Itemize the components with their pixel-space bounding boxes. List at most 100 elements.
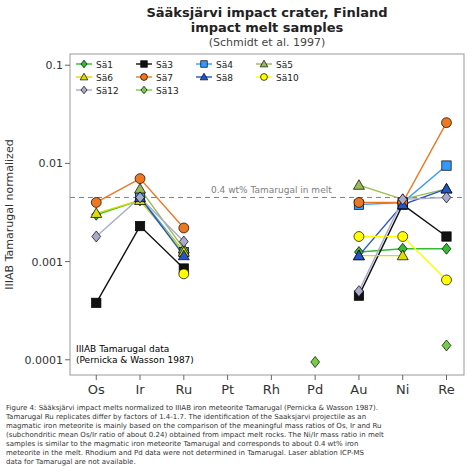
x-tick (227, 375, 228, 380)
data-point (442, 118, 452, 128)
data-point (179, 269, 189, 279)
legend-label: Sä7 (156, 73, 173, 83)
caption-line: meteorite in the melt. Rhodium and Pd da… (6, 449, 365, 457)
caption-line: (subchondritic mean Os/Ir ratio of about… (6, 431, 384, 439)
legend-label: Sä13 (156, 86, 179, 96)
x-tick-label: Au (350, 382, 367, 397)
subtitle: (Schmidt et al. 1997) (209, 36, 326, 49)
data-point (135, 221, 144, 230)
x-tick (183, 375, 184, 380)
x-tick-label: Re (438, 382, 454, 397)
legend-label: Sä8 (216, 73, 233, 83)
data-point (91, 198, 101, 208)
legend-marker (141, 86, 147, 94)
legend-label: Sä3 (156, 60, 173, 70)
data-point (353, 180, 364, 190)
data-point (442, 275, 452, 285)
plot-frame (70, 54, 464, 375)
data-point (355, 286, 364, 297)
y-axis-label: IIIAB Tamarugal normalized (3, 139, 16, 289)
title: Sääksjärvi impact crater, Finlandimpact … (146, 5, 387, 35)
caption-line: Tamarugal Ru replicates differ by factor… (5, 413, 366, 421)
legend-label: Sä10 (276, 73, 299, 83)
data-point (179, 223, 189, 233)
legend-marker (80, 73, 88, 80)
x-tick-label: Rh (263, 382, 280, 397)
caption-line: Figure 4: Sääksjärvi impact melts normal… (6, 404, 378, 412)
data-point (398, 194, 407, 205)
data-point (397, 250, 408, 260)
plot-area (70, 118, 464, 368)
x-tick-label: Os (88, 382, 105, 397)
y-tick-label: 0.0001 (25, 354, 64, 367)
series-line (359, 237, 447, 280)
x-tick (315, 375, 316, 380)
legend-marker (81, 86, 87, 94)
caption-line: data for Tamarugal are not available. (6, 458, 136, 466)
x-tick-label: Pt (221, 382, 234, 397)
x-tick (446, 375, 447, 380)
legend-marker (260, 60, 268, 67)
legend-marker (261, 74, 268, 81)
data-point (179, 236, 188, 247)
data-point (354, 232, 364, 242)
y-tick (65, 359, 70, 360)
series-line (96, 200, 402, 255)
series-line (96, 197, 446, 291)
data-point (398, 232, 408, 242)
legend-label: Sä12 (96, 86, 119, 96)
y-tick-label: 0.1 (46, 59, 64, 72)
caption-line: samples is similar to the magmatic iron … (6, 440, 358, 448)
legend: Sä1Sä3Sä4Sä5Sä6Sä7Sä8Sä10Sä12Sä13 (76, 60, 299, 96)
title-line: impact melt samples (191, 20, 344, 35)
data-point (353, 250, 364, 260)
y-tick (65, 65, 70, 66)
data-point (92, 231, 101, 242)
reference-label: 0.4 wt% Tamarugal in melt (211, 185, 332, 195)
chart: Sääksjärvi impact crater, Finlandimpact … (0, 0, 474, 476)
series-line (96, 205, 446, 303)
legend-marker (200, 73, 208, 80)
legend-label: Sä6 (96, 73, 113, 83)
y-tick-label: 0.001 (32, 256, 64, 269)
caption-line: magmatic iron meteorite is mainly based … (6, 422, 382, 430)
data-point (92, 298, 101, 307)
legend-label: Sä5 (276, 60, 293, 70)
annotation-line: (Pernicka & Wasson 1987) (76, 355, 194, 365)
data-point (311, 356, 320, 367)
series-line (140, 189, 446, 256)
x-tick (358, 375, 359, 380)
x-tick-label: Ru (175, 382, 192, 397)
data-point (442, 192, 451, 203)
y-tick (65, 261, 70, 262)
x-tick-label: Ir (135, 382, 145, 397)
series-line (96, 123, 446, 228)
x-tick (140, 375, 141, 380)
annotation: IIIAB Tamarugal data(Pernicka & Wasson 1… (76, 344, 194, 365)
data-point (135, 174, 145, 184)
x-tick (402, 375, 403, 380)
series-line (140, 166, 446, 252)
y-tick-label: 0.01 (39, 157, 64, 170)
title-line: Sääksjärvi impact crater, Finland (146, 5, 387, 20)
data-point (442, 232, 451, 241)
legend-marker (141, 74, 148, 81)
y-tick (65, 163, 70, 164)
legend-label: Sä1 (96, 60, 113, 70)
data-point (353, 250, 364, 260)
data-point (136, 192, 145, 203)
legend-marker (141, 61, 147, 67)
x-tick-label: Ni (396, 382, 409, 397)
data-point (354, 198, 364, 208)
data-point (91, 208, 102, 218)
data-point (442, 243, 451, 254)
annotation-line: IIIAB Tamarugal data (76, 344, 169, 354)
legend-marker (201, 61, 207, 67)
data-point (178, 250, 189, 260)
data-point (442, 161, 451, 170)
x-tick (271, 375, 272, 380)
x-tick-label: Pd (307, 382, 323, 397)
data-point (135, 193, 144, 202)
x-tick (96, 375, 97, 380)
data-point (442, 340, 451, 351)
